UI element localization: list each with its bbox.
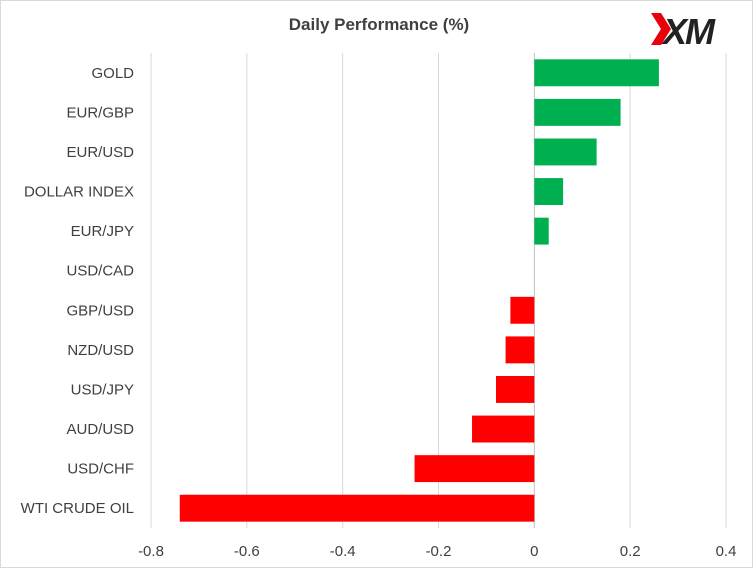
xm-logo: XM [651, 11, 718, 52]
x-tick-label: -0.4 [330, 543, 356, 560]
bar [534, 98, 621, 126]
bar [505, 336, 535, 364]
category-labels: GOLD EUR/GBP EUR/USD DOLLAR INDEX EUR/JPY USD… [21, 65, 135, 517]
x-tick-label: 0.2 [620, 543, 641, 560]
x-tick-label: 0 [530, 543, 538, 560]
category-label: NZD/USD [67, 342, 134, 359]
x-tick-label: -0.2 [426, 543, 452, 560]
category-label: AUD/USD [66, 421, 134, 438]
x-axis-tick-labels: -0.8 -0.6 -0.4 -0.2 0 0.2 0.4 [138, 543, 736, 560]
category-label: EUR/USD [66, 144, 134, 161]
bar [414, 455, 535, 483]
bar [534, 59, 659, 87]
x-tick-label: 0.4 [716, 543, 737, 560]
x-tick-label: -0.6 [234, 543, 260, 560]
bar [534, 217, 549, 245]
category-label: WTI CRUDE OIL [21, 500, 134, 517]
category-label: USD/CHF [67, 461, 134, 478]
x-tick-label: -0.8 [138, 543, 164, 560]
logo-text: XM [661, 11, 716, 52]
bar [496, 376, 535, 403]
bar [510, 296, 535, 324]
category-label: EUR/GBP [66, 104, 134, 121]
category-label: USD/CAD [66, 263, 134, 280]
bars [179, 59, 659, 522]
chart-title: Daily Performance (%) [289, 15, 469, 34]
category-label: DOLLAR INDEX [24, 184, 134, 201]
category-label: GOLD [91, 65, 134, 82]
bar [472, 415, 535, 443]
category-label: GBP/USD [66, 302, 134, 319]
bar [534, 178, 564, 205]
bar [179, 494, 535, 522]
category-label: EUR/JPY [71, 223, 134, 240]
category-label: USD/JPY [71, 381, 134, 398]
logo-red-mark [651, 13, 671, 45]
bar [534, 138, 597, 166]
gridlines [150, 53, 727, 528]
